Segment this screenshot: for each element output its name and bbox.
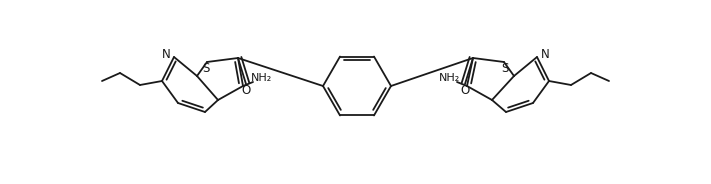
Text: N: N bbox=[540, 49, 550, 61]
Text: N: N bbox=[161, 49, 171, 61]
Text: NH₂: NH₂ bbox=[439, 73, 459, 83]
Text: O: O bbox=[461, 84, 470, 98]
Text: S: S bbox=[501, 63, 508, 75]
Text: O: O bbox=[241, 84, 250, 98]
Text: S: S bbox=[203, 63, 210, 75]
Text: NH₂: NH₂ bbox=[250, 73, 272, 83]
